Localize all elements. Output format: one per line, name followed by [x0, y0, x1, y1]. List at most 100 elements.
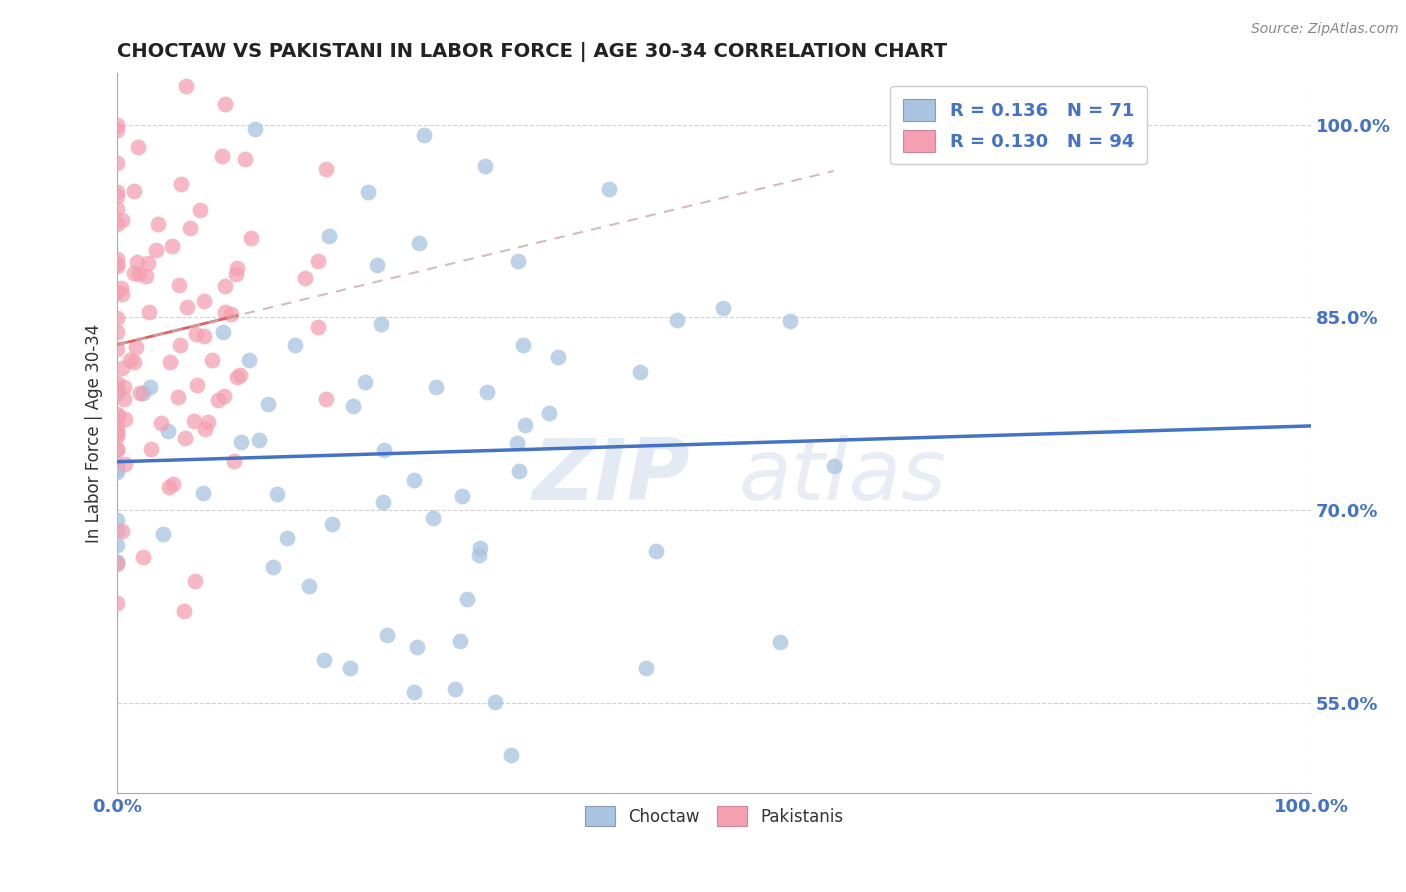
Point — [294, 271, 316, 285]
Point — [247, 433, 270, 447]
Point — [105, 426, 128, 441]
Point — [105, 461, 128, 475]
Point — [342, 400, 364, 414]
Point — [193, 293, 215, 308]
Point — [276, 531, 298, 545]
Point — [468, 548, 491, 562]
Point — [402, 685, 425, 699]
Point — [186, 377, 208, 392]
Point — [157, 479, 180, 493]
Point — [114, 457, 136, 471]
Point — [166, 390, 188, 404]
Point — [105, 259, 128, 273]
Point — [183, 414, 205, 428]
Point — [105, 442, 128, 457]
Text: atlas: atlas — [738, 434, 946, 517]
Point — [547, 350, 569, 364]
Point — [170, 177, 193, 191]
Point — [298, 579, 321, 593]
Point — [212, 389, 235, 403]
Point — [354, 375, 377, 389]
Point — [139, 442, 162, 457]
Point — [214, 304, 236, 318]
Point — [194, 422, 217, 436]
Point — [373, 442, 395, 457]
Point — [105, 343, 128, 357]
Point — [634, 660, 657, 674]
Point — [160, 239, 183, 253]
Point — [214, 279, 236, 293]
Point — [366, 258, 388, 272]
Point — [105, 325, 128, 339]
Point — [499, 748, 522, 763]
Point — [128, 267, 150, 281]
Point — [159, 355, 181, 369]
Point — [105, 523, 128, 537]
Point — [477, 384, 499, 399]
Point — [129, 385, 152, 400]
Point — [284, 337, 307, 351]
Point — [512, 337, 534, 351]
Point — [214, 97, 236, 112]
Point — [105, 118, 128, 132]
Point — [506, 436, 529, 450]
Point — [122, 266, 145, 280]
Point — [508, 253, 530, 268]
Point — [375, 628, 398, 642]
Point — [219, 307, 242, 321]
Point — [125, 254, 148, 268]
Point — [456, 592, 478, 607]
Point — [105, 384, 128, 398]
Point — [406, 640, 429, 654]
Point — [105, 457, 128, 471]
Point — [373, 495, 395, 509]
Point — [644, 544, 666, 558]
Point — [449, 633, 471, 648]
Point — [211, 326, 233, 340]
Point — [111, 213, 134, 227]
Legend: Choctaw, Pakistanis: Choctaw, Pakistanis — [576, 797, 852, 835]
Point — [238, 353, 260, 368]
Point — [188, 202, 211, 217]
Point — [127, 140, 149, 154]
Point — [105, 156, 128, 170]
Point — [484, 695, 506, 709]
Point — [408, 235, 430, 250]
Point — [136, 256, 159, 270]
Point — [107, 409, 129, 424]
Point — [105, 420, 128, 434]
Text: CHOCTAW VS PAKISTANI IN LABOR FORCE | AGE 30-34 CORRELATION CHART: CHOCTAW VS PAKISTANI IN LABOR FORCE | AG… — [117, 42, 948, 62]
Point — [243, 121, 266, 136]
Point — [451, 489, 474, 503]
Point — [105, 557, 128, 571]
Point — [105, 555, 128, 569]
Point — [150, 416, 173, 430]
Point — [105, 538, 128, 552]
Point — [105, 424, 128, 438]
Point — [105, 596, 128, 610]
Point — [132, 550, 155, 565]
Point — [169, 337, 191, 351]
Point — [105, 123, 128, 137]
Point — [211, 149, 233, 163]
Point — [111, 524, 134, 539]
Point — [229, 434, 252, 449]
Point — [184, 574, 207, 588]
Point — [112, 392, 135, 407]
Point — [229, 368, 252, 382]
Point — [114, 412, 136, 426]
Point — [105, 407, 128, 421]
Point — [105, 386, 128, 401]
Point — [132, 386, 155, 401]
Point — [315, 392, 337, 407]
Point — [179, 220, 201, 235]
Point — [425, 380, 447, 394]
Point — [184, 326, 207, 341]
Point — [225, 260, 247, 275]
Point — [197, 415, 219, 429]
Point — [105, 185, 128, 199]
Point — [225, 370, 247, 384]
Point — [779, 314, 801, 328]
Point — [193, 486, 215, 500]
Point — [120, 353, 142, 368]
